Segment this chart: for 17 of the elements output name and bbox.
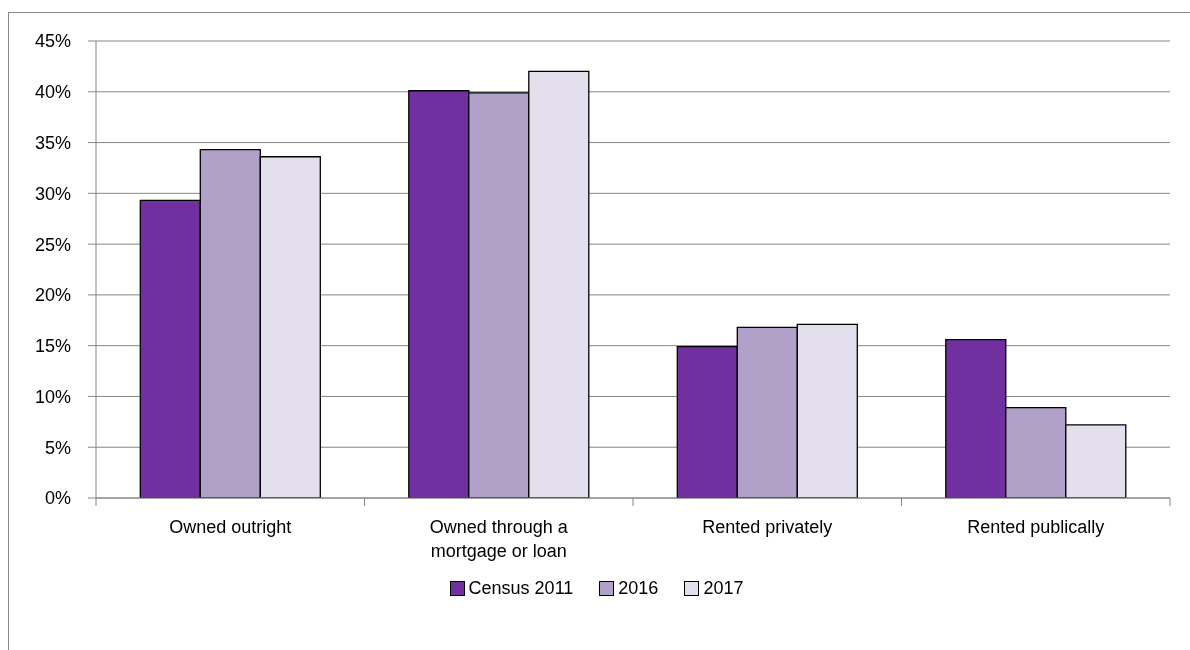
y-tick-label: 30%	[34, 183, 71, 204]
y-tick-label: 20%	[34, 285, 71, 306]
y-tick-label: 35%	[34, 132, 71, 153]
x-tick-label: Owned outright	[169, 516, 292, 537]
y-tick-label: 0%	[44, 488, 71, 509]
legend-label: 2017	[703, 577, 744, 599]
legend-label: 2016	[618, 577, 659, 599]
y-tick-label: 40%	[34, 82, 71, 103]
y-tick-label: 5%	[44, 437, 71, 458]
x-tick-label: Rented publically	[967, 516, 1105, 537]
y-tick-label: 10%	[34, 386, 71, 407]
x-tick-label: Owned through a mortgage or loan	[429, 516, 569, 562]
y-tick-label: 25%	[34, 234, 71, 255]
y-tick-label: 15%	[34, 336, 71, 357]
legend-label: Census 2011	[468, 577, 574, 599]
y-tick-label: 45%	[34, 31, 71, 52]
x-tick-label: Rented privately	[702, 516, 833, 537]
